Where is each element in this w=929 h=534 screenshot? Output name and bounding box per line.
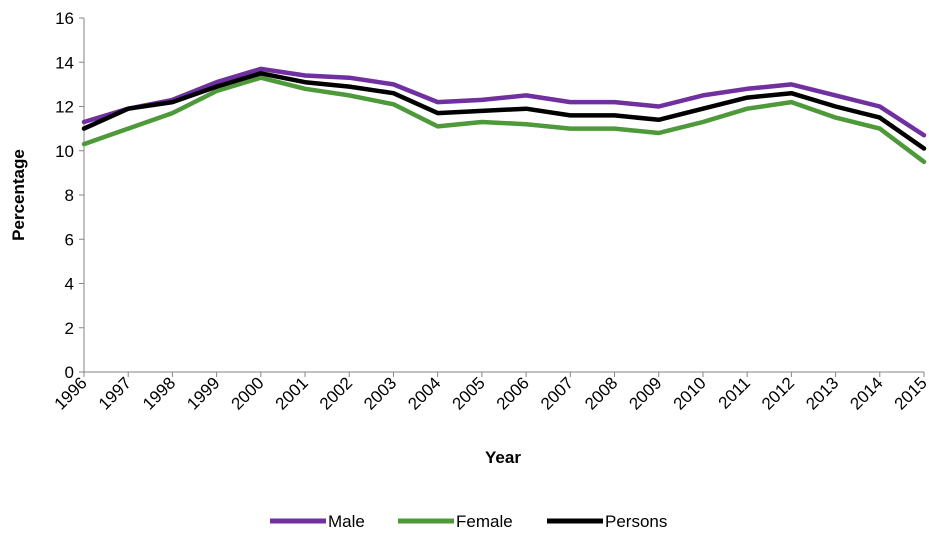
x-tick-label: 1997	[95, 373, 135, 413]
x-tick-label: 2003	[360, 373, 400, 413]
x-tick-label: 2006	[493, 373, 533, 413]
x-tick-label: 2012	[758, 373, 798, 413]
series-line-female	[81, 75, 927, 165]
legend-label-female: Female	[456, 512, 513, 531]
x-tick-label: 1996	[51, 373, 91, 413]
x-tick-label: 2014	[846, 373, 886, 413]
axes	[83, 18, 924, 373]
x-tick-label: 2004	[404, 373, 444, 413]
legend-label-male: Male	[328, 512, 365, 531]
series-line-male	[81, 66, 927, 138]
x-tick-label: 2015	[891, 373, 929, 413]
x-tick-label: 2013	[802, 373, 842, 413]
y-tick-label: 4	[65, 275, 74, 294]
y-tick-label: 14	[55, 53, 74, 72]
x-tick-label: 2000	[227, 373, 267, 413]
x-tick-label: 2007	[537, 373, 577, 413]
x-tick-label: 2011	[715, 373, 754, 412]
y-tick-label: 10	[55, 142, 74, 161]
y-tick-label: 0	[65, 363, 74, 382]
x-tick-label: 2002	[316, 373, 356, 413]
legend-label-persons: Persons	[605, 512, 667, 531]
series-lines	[81, 66, 927, 165]
y-tick-label: 6	[65, 230, 74, 249]
legend: Male Female Persons	[270, 512, 667, 531]
x-tick-label: 2008	[581, 373, 621, 413]
y-tick-label: 8	[65, 186, 74, 205]
x-tick-label: 2005	[449, 373, 489, 413]
x-axis-title: Year	[485, 448, 521, 467]
x-tick-label: 2009	[625, 373, 665, 413]
x-tick-label: 2001	[272, 373, 312, 413]
series-line-persons	[81, 71, 927, 151]
y-axis-ticks: 0 2 4 6 8 10 12 14 16	[55, 9, 84, 382]
x-tick-label: 2010	[670, 373, 710, 413]
x-tick-label: 1998	[139, 373, 179, 413]
x-axis-ticks: 1996 1997 1998 1999 2000 2001 2002 2003 2004 2005…	[51, 372, 929, 414]
y-tick-label: 12	[55, 98, 74, 117]
y-tick-label: 2	[65, 319, 74, 338]
x-tick-label: 1999	[183, 373, 223, 413]
y-tick-label: 16	[55, 9, 74, 28]
y-axis-title: Percentage	[9, 149, 28, 241]
